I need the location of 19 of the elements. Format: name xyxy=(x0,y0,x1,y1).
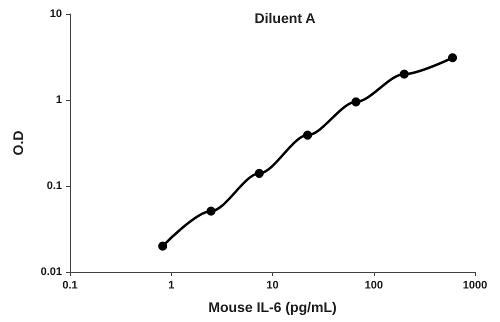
y-tick-label: 0.01 xyxy=(40,266,62,278)
x-tick-label: 1000 xyxy=(462,280,488,292)
point xyxy=(254,168,264,178)
y-tick-label: 1 xyxy=(56,94,62,106)
x-tick-label: 100 xyxy=(364,280,383,292)
chart-title: Diluent A xyxy=(254,10,316,26)
point xyxy=(448,53,458,62)
x-axis-title: Mouse IL-6 (pg/mL) xyxy=(208,299,337,315)
x-tick-label: 10 xyxy=(266,280,279,292)
point xyxy=(158,242,168,251)
x-tick-label: 1 xyxy=(168,280,174,292)
point xyxy=(303,130,312,140)
y-axis-title: O.D xyxy=(10,130,26,156)
point xyxy=(400,70,409,79)
point xyxy=(351,97,360,106)
x-tick-label: 0.1 xyxy=(62,280,78,292)
y-tick-label: 10 xyxy=(50,8,62,20)
y-tick-label: 0.1 xyxy=(46,180,62,192)
point xyxy=(206,206,216,216)
